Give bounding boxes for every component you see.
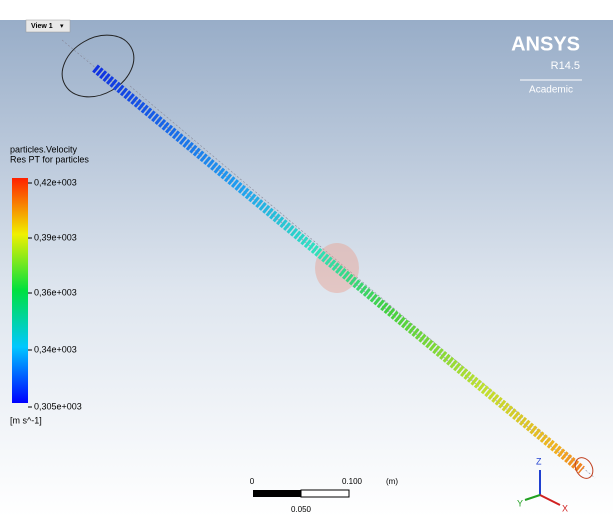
page: {"view": {"tab": "View 1"}, "brand": {"n…	[0, 0, 613, 517]
legend-unit: [m s^-1]	[10, 415, 42, 425]
axis-z-label: Z	[536, 456, 542, 466]
scale-bar-dark	[253, 490, 301, 497]
legend-title: Res PT for particles	[10, 154, 89, 164]
scale-mid: 0.050	[291, 505, 312, 514]
brand-release: R14.5	[551, 60, 580, 72]
legend-label: 0,42e+003	[34, 177, 77, 187]
brand-name: ANSYS	[511, 33, 580, 55]
view-tab-arrow[interactable]: ▾	[60, 23, 64, 30]
legend-label: 0,39e+003	[34, 232, 77, 242]
view-tab-label[interactable]: View 1	[31, 23, 53, 30]
scale-bar-light	[301, 490, 349, 497]
scale-start: 0	[250, 477, 255, 486]
viewer: View 1 ▾ ANSYS R14.5 Academic particles.…	[0, 0, 613, 517]
legend-label: 0,34e+003	[34, 344, 77, 354]
scale-unit: (m)	[386, 477, 398, 486]
brand-edition: Academic	[529, 85, 573, 96]
axis-y-label: Y	[517, 498, 523, 508]
legend-label: 0,36e+003	[34, 287, 77, 297]
viewport	[0, 20, 613, 517]
scale-end: 0.100	[342, 477, 363, 486]
legend-title: particles.Velocity	[10, 144, 78, 154]
color-bar	[12, 178, 28, 403]
legend-label: 0,305e+003	[34, 401, 82, 411]
top-strip	[0, 0, 613, 20]
axis-x-label: X	[562, 503, 568, 513]
